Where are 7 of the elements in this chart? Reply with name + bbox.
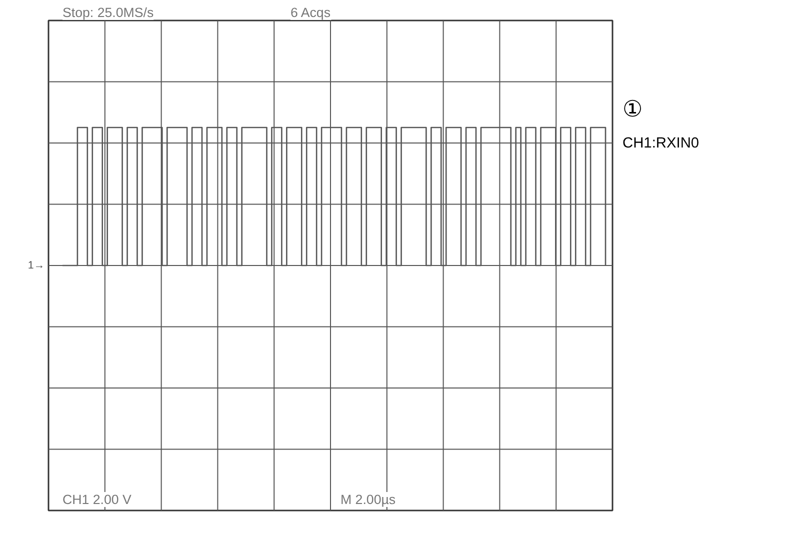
text: M 2.00µs bbox=[340, 492, 396, 507]
text: CH1 2.00 V bbox=[62, 492, 132, 507]
text: 1→ bbox=[28, 260, 45, 272]
text: Stop: 25.0MS/s bbox=[62, 5, 154, 20]
text: 6 Acqs bbox=[290, 5, 331, 20]
text: ① bbox=[622, 96, 644, 122]
text: CH1:RXIN0 bbox=[622, 136, 700, 152]
